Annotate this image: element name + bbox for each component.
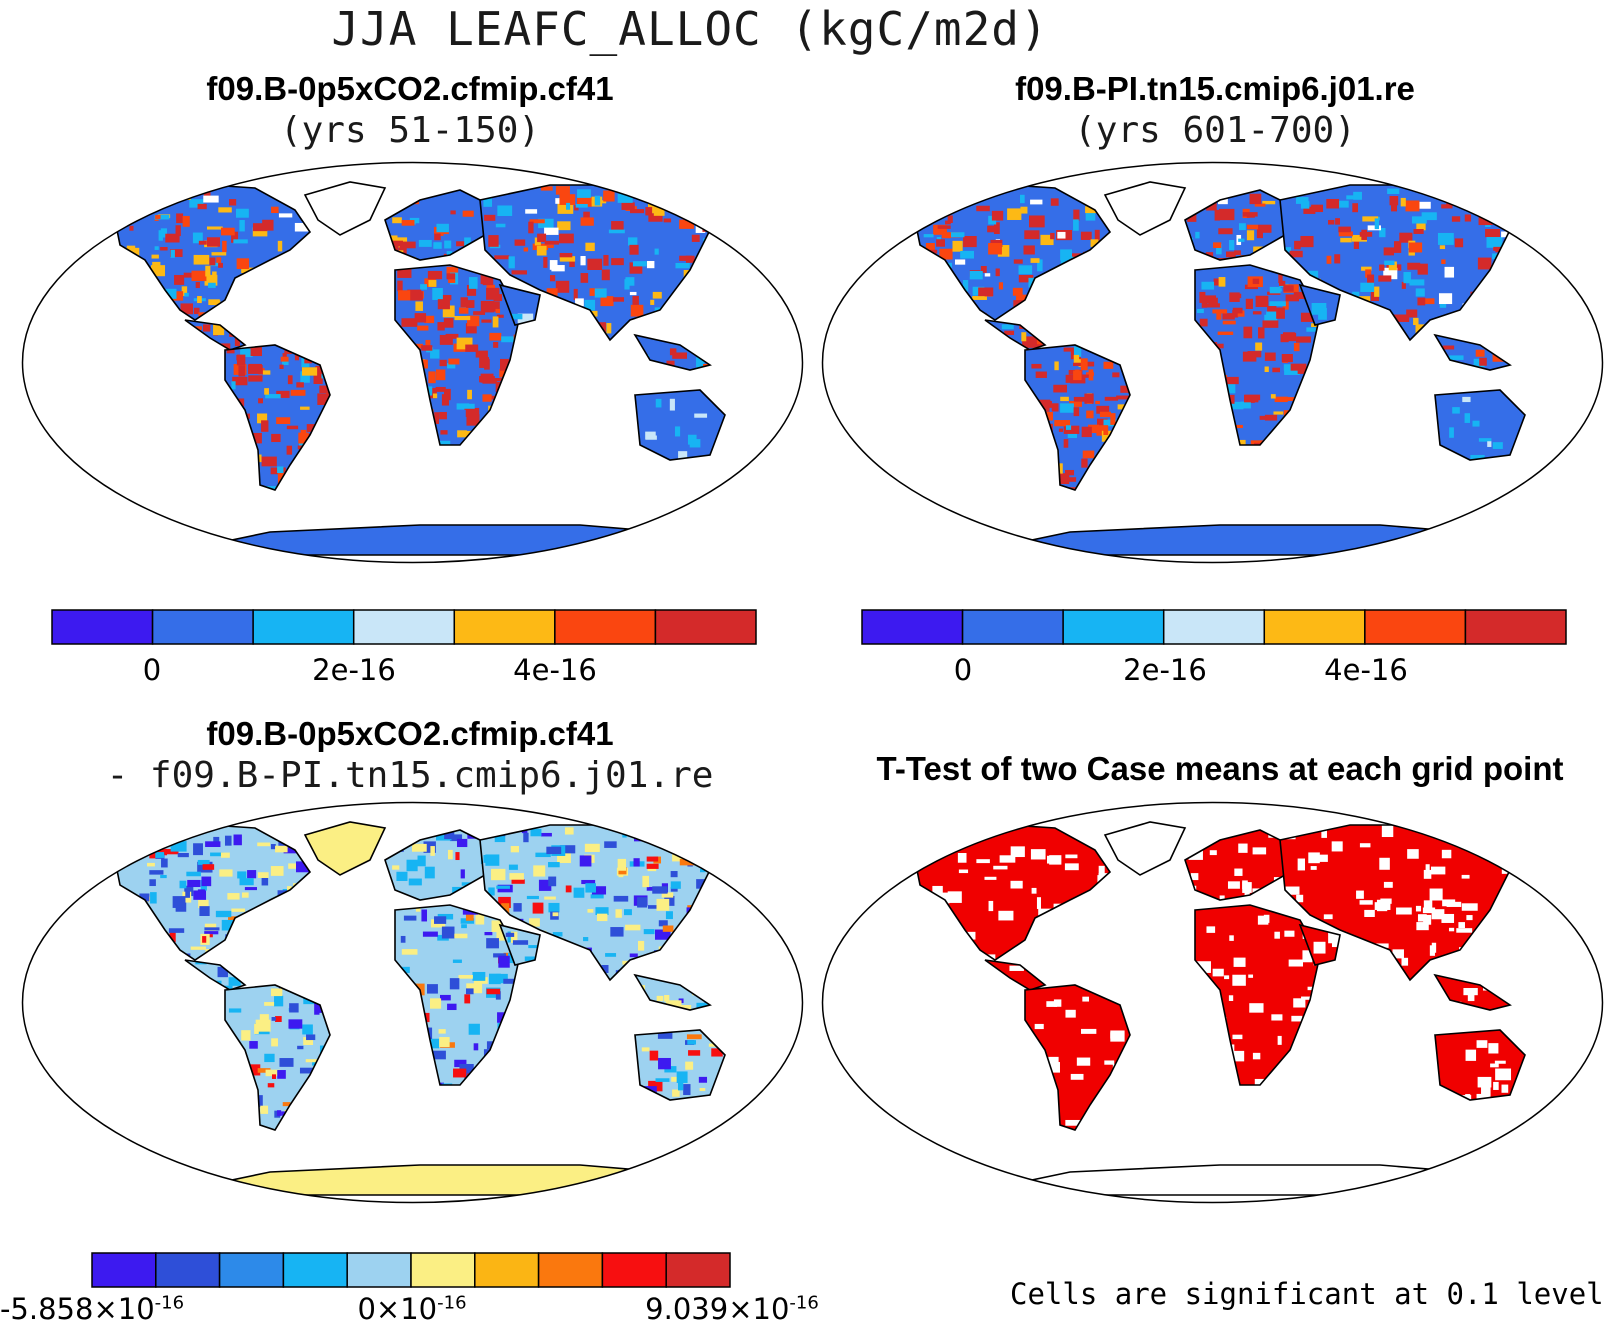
map-panel-top-right [821, 161, 1604, 564]
colorbar-swatch [554, 609, 657, 645]
colorbar-swatch [453, 609, 556, 645]
colorbar-bottom-left [91, 1252, 731, 1288]
colorbar-swatch [537, 1252, 604, 1288]
panel-title-top-right: f09.B-PI.tn15.cmip6.j01.re [1015, 70, 1415, 107]
colorbar-swatch [352, 609, 456, 645]
colorbar-tick-label: -5.858×10-16 [0, 1292, 185, 1326]
colorbar-swatch [1062, 609, 1165, 645]
colorbar-swatch [1263, 609, 1366, 645]
colorbar-swatch [961, 609, 1064, 645]
colorbar-swatch [91, 1252, 157, 1288]
panel-subtitle-bottom-left: - f09.B-PI.tn15.cmip6.j01.re [106, 755, 714, 796]
colorbar-swatch [155, 1252, 221, 1288]
colorbar-top-left [51, 609, 757, 645]
figure-title: JJA LEAFC_ALLOC (kgC/m2d) [331, 2, 1049, 56]
colorbar-tick-label: 4e-16 [1324, 653, 1408, 687]
map-panel-bottom-right [821, 801, 1604, 1204]
colorbar-swatch [346, 1252, 412, 1288]
colorbar-tick-label: 4e-16 [513, 653, 597, 687]
panel-title-bottom-left: f09.B-0p5xCO2.cfmip.cf41 [206, 715, 614, 752]
colorbar-swatch [861, 609, 964, 645]
map-panel-top-left [21, 161, 804, 564]
colorbar-swatch [51, 609, 154, 645]
colorbar-swatch [654, 609, 757, 645]
colorbar-swatch [665, 1252, 731, 1288]
colorbar-tick-label: 0 [953, 653, 973, 687]
colorbar-tick-label: 0 [142, 653, 162, 687]
colorbar-swatch [218, 1252, 285, 1288]
colorbar-top-right [861, 609, 1567, 645]
colorbar-swatch [282, 1252, 348, 1288]
colorbar-tick-label: 2e-16 [312, 653, 396, 687]
panel-title-bottom-right: T-Test of two Case means at each grid po… [876, 750, 1564, 787]
panel-subtitle-top-right: (yrs 601-700) [1074, 110, 1356, 151]
panel-title-top-left: f09.B-0p5xCO2.cfmip.cf41 [206, 70, 614, 107]
colorbar-swatch [1464, 609, 1567, 645]
colorbar-swatch [1364, 609, 1467, 645]
significance-note: Cells are significant at 0.1 level [1010, 1277, 1604, 1311]
panel-subtitle-top-left: (yrs 51-150) [279, 110, 541, 151]
map-panel-bottom-left [21, 801, 804, 1204]
colorbar-swatch [151, 609, 254, 645]
colorbar-tick-label: 2e-16 [1123, 653, 1207, 687]
colorbar-swatch [252, 609, 355, 645]
colorbar-swatch [474, 1252, 540, 1288]
colorbar-swatch [601, 1252, 667, 1288]
colorbar-tick-label: 0×10-16 [357, 1292, 467, 1326]
colorbar-swatch [1162, 609, 1266, 645]
colorbar-tick-label: 9.039×10-16 [645, 1292, 819, 1326]
colorbar-swatch [410, 1252, 476, 1288]
